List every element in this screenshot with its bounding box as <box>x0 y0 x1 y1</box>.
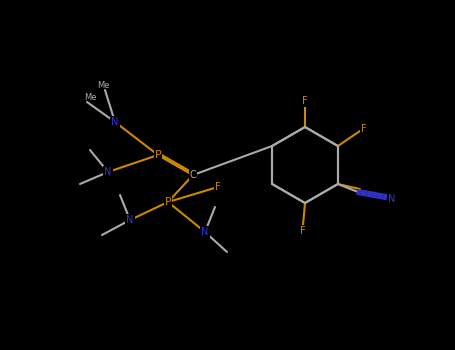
Text: P: P <box>165 197 172 207</box>
Text: C: C <box>190 170 197 180</box>
Text: N: N <box>126 215 134 225</box>
Text: Me: Me <box>97 82 109 91</box>
Text: F: F <box>300 226 306 236</box>
Text: N: N <box>388 194 395 204</box>
Text: F: F <box>361 124 367 134</box>
Text: P: P <box>155 150 162 160</box>
Text: N: N <box>104 167 111 177</box>
Text: F: F <box>215 182 221 192</box>
Text: F: F <box>302 96 308 106</box>
Text: N: N <box>111 117 119 127</box>
Text: N: N <box>201 227 209 237</box>
Text: Me: Me <box>84 92 96 102</box>
